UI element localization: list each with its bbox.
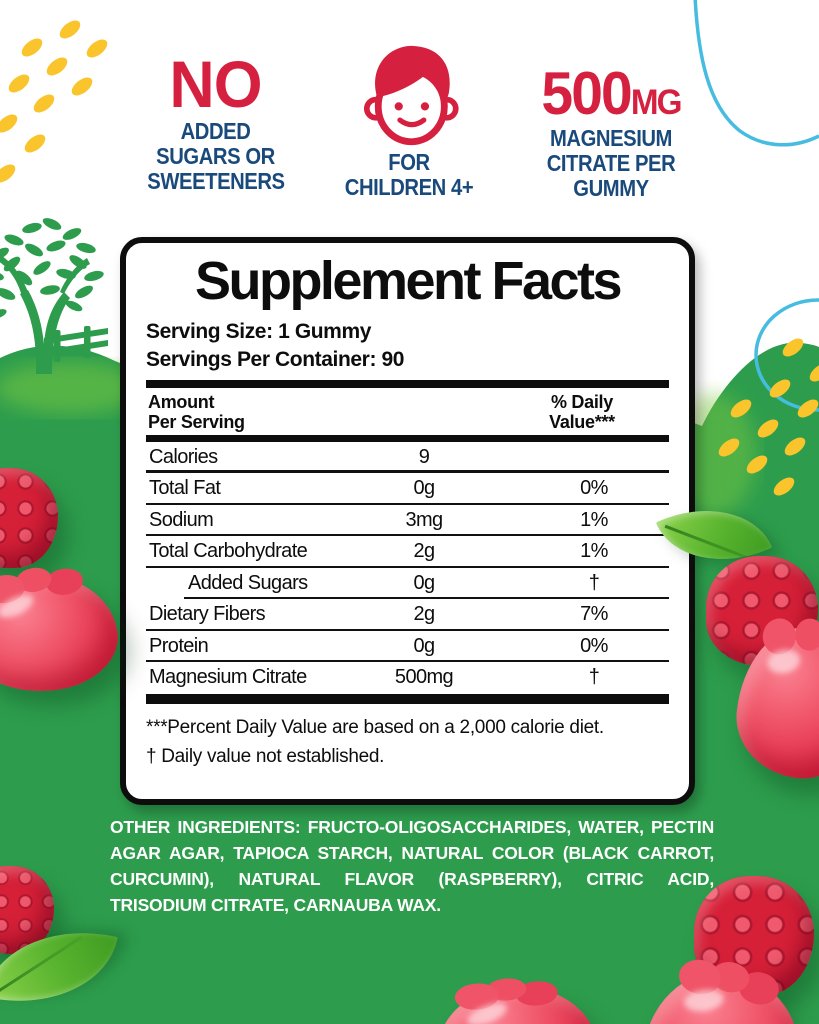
divider-bar: [146, 693, 669, 704]
dosage-amount: 500MG: [541, 60, 682, 127]
badge-line: SUGARS OR: [156, 142, 275, 169]
header-amount: Per Serving: [148, 411, 245, 432]
badge-line: FOR: [388, 149, 430, 175]
cyan-circle-outline: [754, 298, 819, 412]
badge-line: GUMMY: [573, 175, 649, 201]
servings-per-container: Servings Per Container: 90: [146, 347, 405, 371]
table-row: Sodium 3mg 1%: [146, 505, 669, 537]
tree-silhouette: [0, 218, 104, 374]
other-ingredients-label: OTHER INGREDIENTS:: [110, 817, 301, 837]
fence-silhouette: [44, 326, 108, 362]
table-row: Added Sugars 0g †: [146, 568, 669, 600]
other-ingredients: OTHER INGREDIENTS: FRUCTO-OLIGOSACCHARID…: [110, 814, 714, 918]
header-amount: Amount: [148, 391, 215, 412]
table-row: Protein 0g 0%: [146, 631, 669, 663]
badge-no-added-sugars: NO ADDED SUGARS OR SWEETENERS: [138, 47, 293, 194]
table-header: Amount Per Serving % Daily Value***: [146, 388, 669, 435]
table-row: Total Carbohydrate 2g 1%: [146, 536, 669, 568]
footnote-dagger: † Daily value not established.: [146, 745, 385, 767]
badge-dosage: 500MG MAGNESIUM CITRATE PER GUMMY: [526, 64, 696, 201]
table-row: Total Fat 0g 0%: [146, 473, 669, 505]
supplement-facts-panel: Supplement Facts Serving Size: 1 Gummy S…: [120, 237, 695, 805]
badge-line: MAGNESIUM: [550, 125, 672, 151]
boy-face-icon: [350, 38, 468, 152]
table-row: Magnesium Citrate 500mg †: [149, 666, 600, 689]
badge-for-children: FOR CHILDREN 4+: [334, 38, 484, 200]
badge-line: CITRATE PER: [546, 150, 676, 176]
other-ingredients-text: FRUCTO-OLIGOSACCHARIDES, WATER, PECTIN A…: [110, 817, 715, 915]
serving-size: Serving Size: 1 Gummy: [146, 319, 372, 343]
badge-line: ADDED: [180, 117, 251, 144]
table-row: Calories 9: [146, 442, 669, 474]
no-headline: NO: [169, 47, 262, 121]
table-row: Dietary Fibers 2g 7%: [146, 599, 669, 631]
panel-title: Supplement Facts: [194, 251, 623, 311]
badge-line: CHILDREN 4+: [344, 174, 474, 200]
divider-bar: [146, 379, 669, 388]
divider-bar: [146, 434, 669, 442]
header-daily-value: % Daily: [551, 391, 613, 412]
header-daily-value: Value***: [549, 411, 615, 432]
raspberry-image: [694, 876, 814, 996]
cyan-curve-line: [693, 0, 819, 147]
badge-line: SWEETENERS: [147, 167, 285, 194]
footnote-daily-value: ***Percent Daily Value are based on a 2,…: [146, 716, 604, 738]
